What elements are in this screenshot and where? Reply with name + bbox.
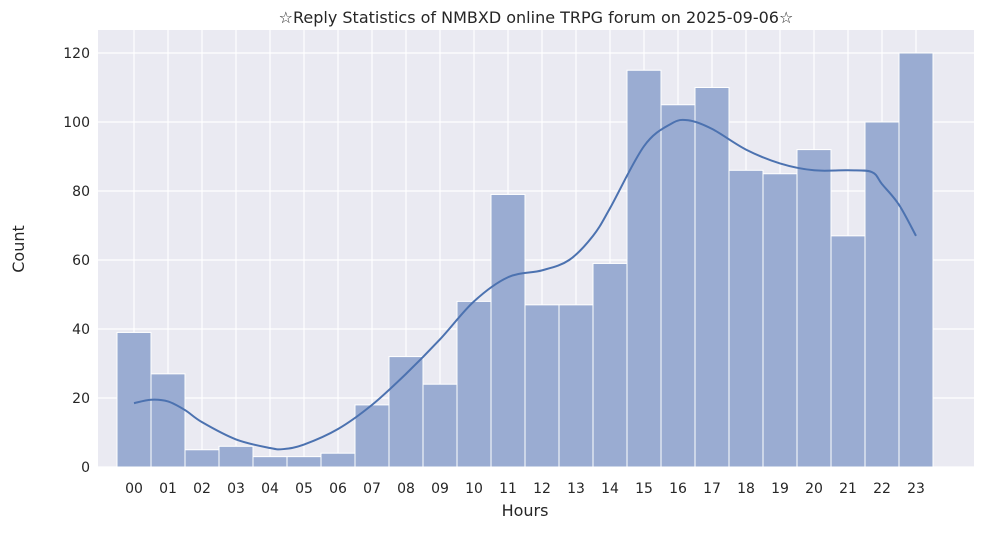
x-tick-label: 08	[397, 481, 415, 497]
x-tick-label: 13	[567, 481, 585, 497]
x-tick-label: 01	[159, 481, 177, 497]
x-tick-label: 09	[431, 481, 449, 497]
x-tick-label: 15	[635, 481, 653, 497]
bar-18	[728, 169, 764, 468]
x-tick-label: 23	[907, 481, 925, 497]
y-tick-label: 80	[72, 184, 90, 200]
bar-21	[830, 235, 866, 468]
bars	[116, 52, 934, 468]
x-tick-label: 07	[363, 481, 381, 497]
bar-12	[524, 304, 560, 468]
bar-09	[422, 383, 458, 468]
bar-23	[898, 52, 934, 468]
bar-14	[592, 262, 628, 468]
bar-19	[762, 173, 798, 468]
y-axis-label: Count	[9, 225, 28, 273]
x-tick-label: 06	[329, 481, 347, 497]
bar-11	[490, 193, 526, 468]
kde-line	[133, 118, 917, 451]
x-tick-label: 05	[295, 481, 313, 497]
bar-17	[694, 87, 730, 468]
x-tick-label: 14	[601, 481, 619, 497]
x-tick-label: 17	[703, 481, 721, 497]
chart-title: ☆Reply Statistics of NMBXD online TRPG f…	[279, 8, 794, 27]
bar-22	[864, 121, 900, 468]
bar-05	[286, 456, 322, 468]
x-tick-label: 21	[839, 481, 857, 497]
bar-06	[320, 452, 356, 468]
bar-01	[150, 373, 186, 468]
y-tick-label: 60	[72, 253, 90, 269]
x-tick-label: 19	[771, 481, 789, 497]
y-tick-label: 40	[72, 322, 90, 338]
bar-03	[218, 445, 254, 468]
x-tick-label: 12	[533, 481, 551, 497]
x-tick-label: 22	[873, 481, 891, 497]
bar-10	[456, 300, 492, 468]
y-tick-label: 20	[72, 391, 90, 407]
x-tick-label: 18	[737, 481, 755, 497]
x-tick-label: 20	[805, 481, 823, 497]
bar-13	[558, 304, 594, 468]
y-tick-label: 0	[81, 460, 90, 476]
x-tick-label: 10	[465, 481, 483, 497]
x-tick-label: 16	[669, 481, 687, 497]
y-tick-label: 120	[63, 46, 90, 62]
x-tick-label: 03	[227, 481, 245, 497]
x-tick-label: 02	[193, 481, 211, 497]
bar-07	[354, 404, 390, 468]
bar-15	[626, 69, 662, 468]
x-axis-label: Hours	[502, 501, 549, 520]
x-tick-labels: 00 01 02 03 04 05 06 07 08 09 10 11 12 13 14 15 16 17 18 19…	[125, 481, 925, 497]
x-tick-label: 11	[499, 481, 517, 497]
bar-16	[660, 104, 696, 468]
bar-20	[796, 149, 832, 468]
y-tick-labels: 0 20 40 60 80 100 120	[63, 46, 90, 476]
x-tick-label: 00	[125, 481, 143, 497]
bar-02	[184, 449, 220, 468]
x-tick-label: 04	[261, 481, 279, 497]
y-tick-label: 100	[63, 115, 90, 131]
bar-04	[252, 456, 288, 468]
